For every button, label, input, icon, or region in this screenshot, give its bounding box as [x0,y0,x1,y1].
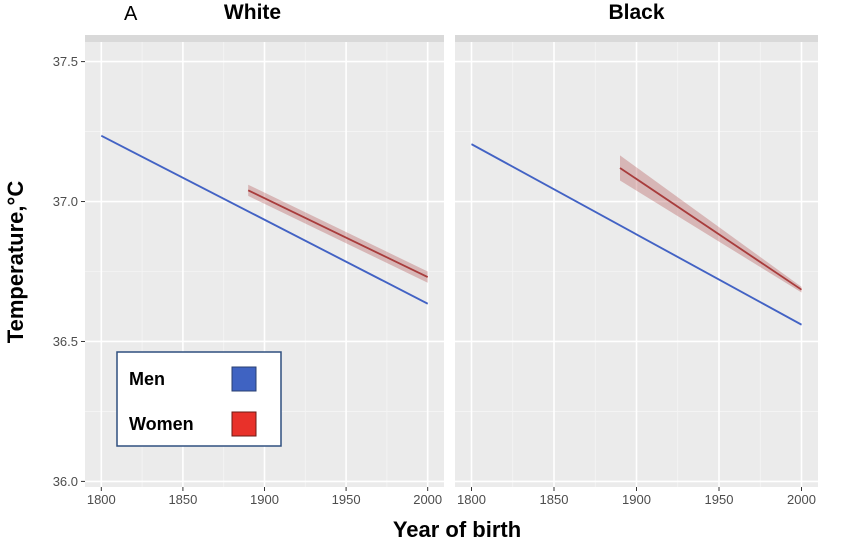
facet-title-black: Black [608,1,664,24]
x-axis: 1800 1850 1900 1950 2000 1800 1850 1900 1950 2000 [87,487,816,507]
y-axis: 36.0 36.5 37.0 37.5 [53,54,85,489]
legend: Men Women [116,351,282,447]
x-tick-label: 1900 [250,492,279,507]
legend-label-women: Women [129,414,194,434]
x-tick-label: 1900 [622,492,651,507]
x-tick-label: 1800 [87,492,116,507]
legend-label-men: Men [129,369,165,389]
series-line-women [247,189,429,278]
y-tick-label: 37.0 [53,194,78,209]
x-tick-label: 1950 [705,492,734,507]
legend-swatch-men [231,366,257,392]
series-line-men [100,134,429,305]
series-line-men [471,143,802,326]
facet-strip [85,35,444,42]
y-axis-title: Temperature,°C [3,181,28,344]
facet-strip [455,35,818,42]
x-tick-label: 1850 [540,492,569,507]
panel-label: A [124,3,138,25]
x-tick-label: 1950 [332,492,361,507]
y-tick-label: 36.5 [53,334,78,349]
facet-title-white: White [224,1,281,24]
y-tick-label: 36.0 [53,474,78,489]
series-line-women [619,167,803,291]
panel-black [455,35,818,487]
x-tick-label: 2000 [787,492,816,507]
x-tick-label: 1850 [168,492,197,507]
x-tick-label: 2000 [413,492,442,507]
legend-swatch-women [231,411,257,437]
x-axis-title: Year of birth [393,517,521,542]
x-tick-label: 1800 [457,492,486,507]
y-tick-label: 37.5 [53,54,78,69]
